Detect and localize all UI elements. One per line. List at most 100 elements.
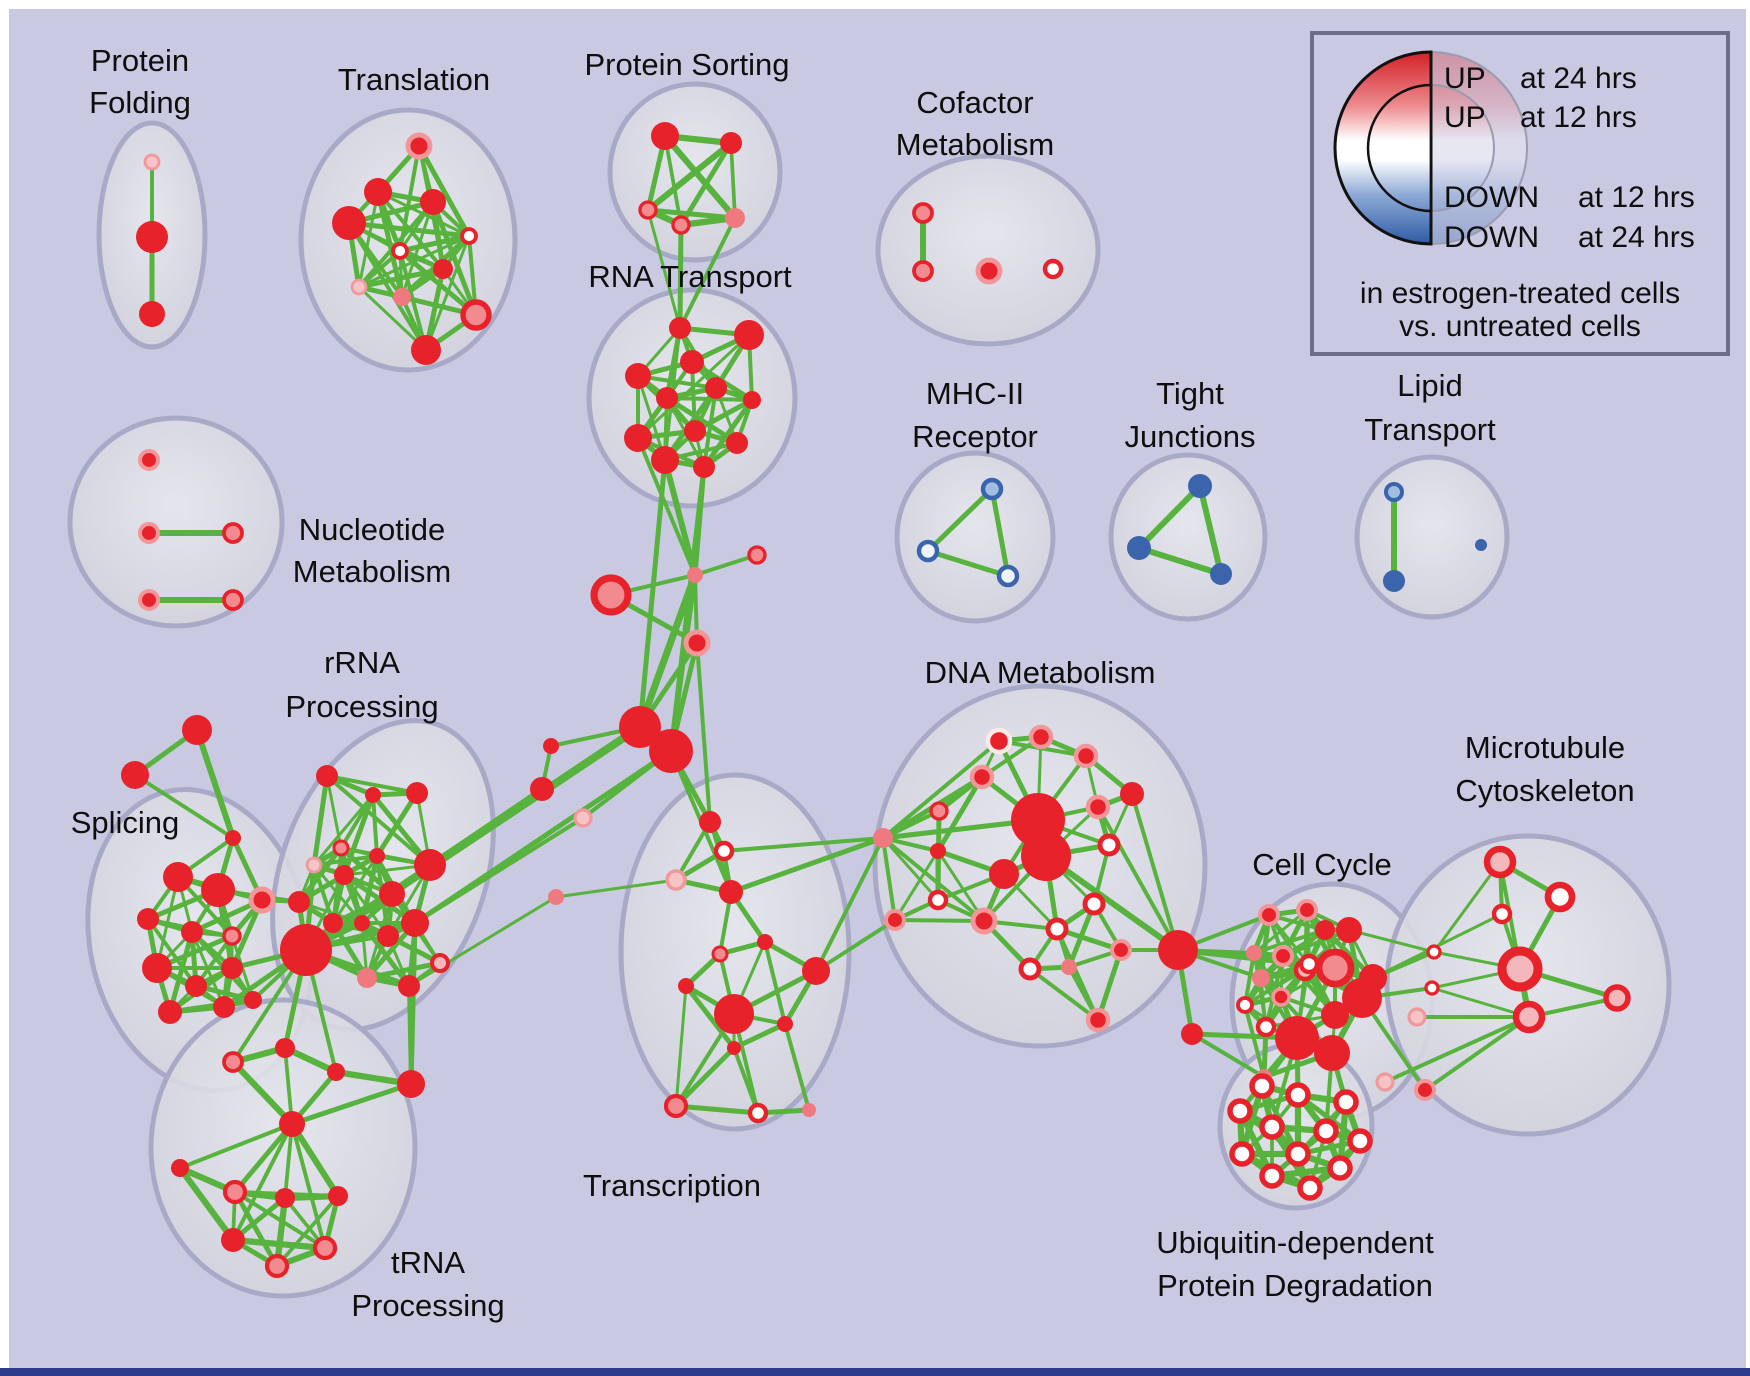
network-node-t8: [350, 278, 368, 296]
network-edge: [357, 190, 380, 289]
network-node-tr6: [221, 1228, 245, 1252]
cluster-ellipse-mhc-ii-receptor: [894, 450, 1056, 624]
network-node-k1: [687, 567, 703, 583]
network-node-d8: [989, 859, 1019, 889]
network-node-e14: [1321, 1001, 1349, 1029]
network-edge: [728, 835, 886, 895]
network-edge: [814, 918, 897, 973]
network-edge: [357, 249, 402, 289]
network-node-r12: [726, 432, 748, 454]
network-node-rr12: [377, 925, 399, 947]
network-node-eh0: [1342, 978, 1382, 1018]
network-node-ps5: [725, 208, 745, 228]
legend-box: [1310, 31, 1730, 356]
network-edge: [296, 845, 344, 905]
network-node-tr5: [328, 1186, 348, 1206]
cluster-label-dna-metabolism: DNA Metabolism: [925, 655, 1156, 690]
network-node-t2: [364, 178, 392, 206]
cluster-label-transcription: Transcription: [583, 1168, 761, 1203]
legend-row-time: at 12 hrs: [1578, 181, 1695, 214]
network-node-rr15: [430, 953, 450, 973]
network-edge: [325, 774, 432, 867]
network-node-eh2: [1314, 1035, 1350, 1071]
network-node-s12: [244, 991, 262, 1009]
network-node-tx8: [714, 994, 754, 1034]
network-node-s5: [248, 886, 276, 914]
network-node-u3: [1333, 1089, 1359, 1115]
cluster-label-lipid-transport: Transport: [1364, 412, 1496, 447]
network-node-r4: [625, 363, 651, 389]
network-edge: [881, 809, 941, 840]
network-node-tx7: [678, 978, 694, 994]
network-node-rr1: [316, 765, 338, 787]
network-node-t6: [391, 242, 409, 260]
cluster-label-microtubule-cytoskeleton: Cytoskeleton: [1455, 773, 1634, 808]
network-node-t3: [420, 189, 446, 215]
network-edge: [881, 836, 940, 902]
network-edge: [194, 727, 236, 841]
network-edge: [783, 1022, 811, 1112]
network-node-s3: [137, 908, 159, 930]
network-node-t5: [460, 227, 478, 245]
network-node-r6: [705, 377, 727, 399]
network-node-dh2: [1021, 831, 1071, 881]
network-node-e4: [1336, 917, 1362, 943]
network-edge: [636, 333, 751, 440]
network-edge: [1096, 948, 1123, 1022]
figure-bottom-border: [0, 1368, 1750, 1376]
network-edge: [397, 233, 472, 254]
network-node-h1: [619, 706, 661, 748]
network-edge: [893, 918, 986, 923]
network-node-e11: [1255, 1016, 1277, 1038]
network-node-rr2: [365, 787, 381, 803]
cluster-label-rrna-processing: Processing: [285, 689, 438, 724]
cluster-label-tight-junctions: Tight: [1156, 376, 1224, 411]
network-node-t9: [393, 288, 411, 306]
network-node-tr7: [312, 1235, 338, 1261]
network-node-n4: [137, 588, 161, 612]
network-edge: [325, 774, 419, 795]
network-node-u1: [1249, 1073, 1275, 1099]
network-node-e9: [1271, 987, 1291, 1007]
network-edge: [662, 457, 698, 578]
network-edge: [668, 464, 707, 754]
network-node-r11: [693, 456, 715, 478]
network-node-d21: [1085, 1007, 1111, 1033]
network-node-c6: [530, 777, 554, 801]
network-node-e17: [1298, 953, 1320, 975]
network-node-d17: [1061, 959, 1077, 975]
network-node-u4: [1227, 1098, 1253, 1124]
network-node-rrHub: [280, 924, 332, 976]
network-node-r5: [656, 387, 678, 409]
network-node-r7: [743, 391, 761, 409]
network-node-e8: [1252, 969, 1270, 987]
legend-row-key: DOWN: [1444, 181, 1539, 214]
cluster-label-cofactor-metabolism: Metabolism: [896, 127, 1055, 162]
cluster-label-rrna-processing: rRNA: [324, 645, 400, 680]
network-edge: [673, 1045, 737, 1109]
network-edge: [1347, 928, 1436, 954]
legend-row-key: UP: [1444, 101, 1486, 134]
network-edge: [693, 553, 759, 577]
cluster-label-mhc-ii-receptor: MHC-II: [926, 376, 1024, 411]
cluster-label-tight-junctions: Junctions: [1125, 419, 1256, 454]
network-node-tx10: [777, 1016, 793, 1032]
network-node-s4: [181, 921, 203, 943]
network-node-rr4: [332, 839, 350, 857]
network-edge: [881, 739, 1001, 840]
network-edge: [176, 1164, 237, 1244]
network-edge: [1430, 986, 1531, 1019]
network-node-tj3: [1210, 563, 1232, 585]
network-edge: [729, 141, 737, 220]
network-edge: [636, 374, 718, 390]
network-node-t4: [332, 206, 366, 240]
network-node-e3: [1315, 920, 1335, 940]
network-node-tx3: [665, 869, 687, 891]
network-node-h2: [649, 729, 693, 773]
network-node-c7: [573, 808, 593, 828]
network-node-e12: [1315, 948, 1355, 988]
network-edge: [677, 222, 684, 331]
network-node-d3: [1073, 743, 1099, 769]
network-edge: [233, 1190, 327, 1250]
